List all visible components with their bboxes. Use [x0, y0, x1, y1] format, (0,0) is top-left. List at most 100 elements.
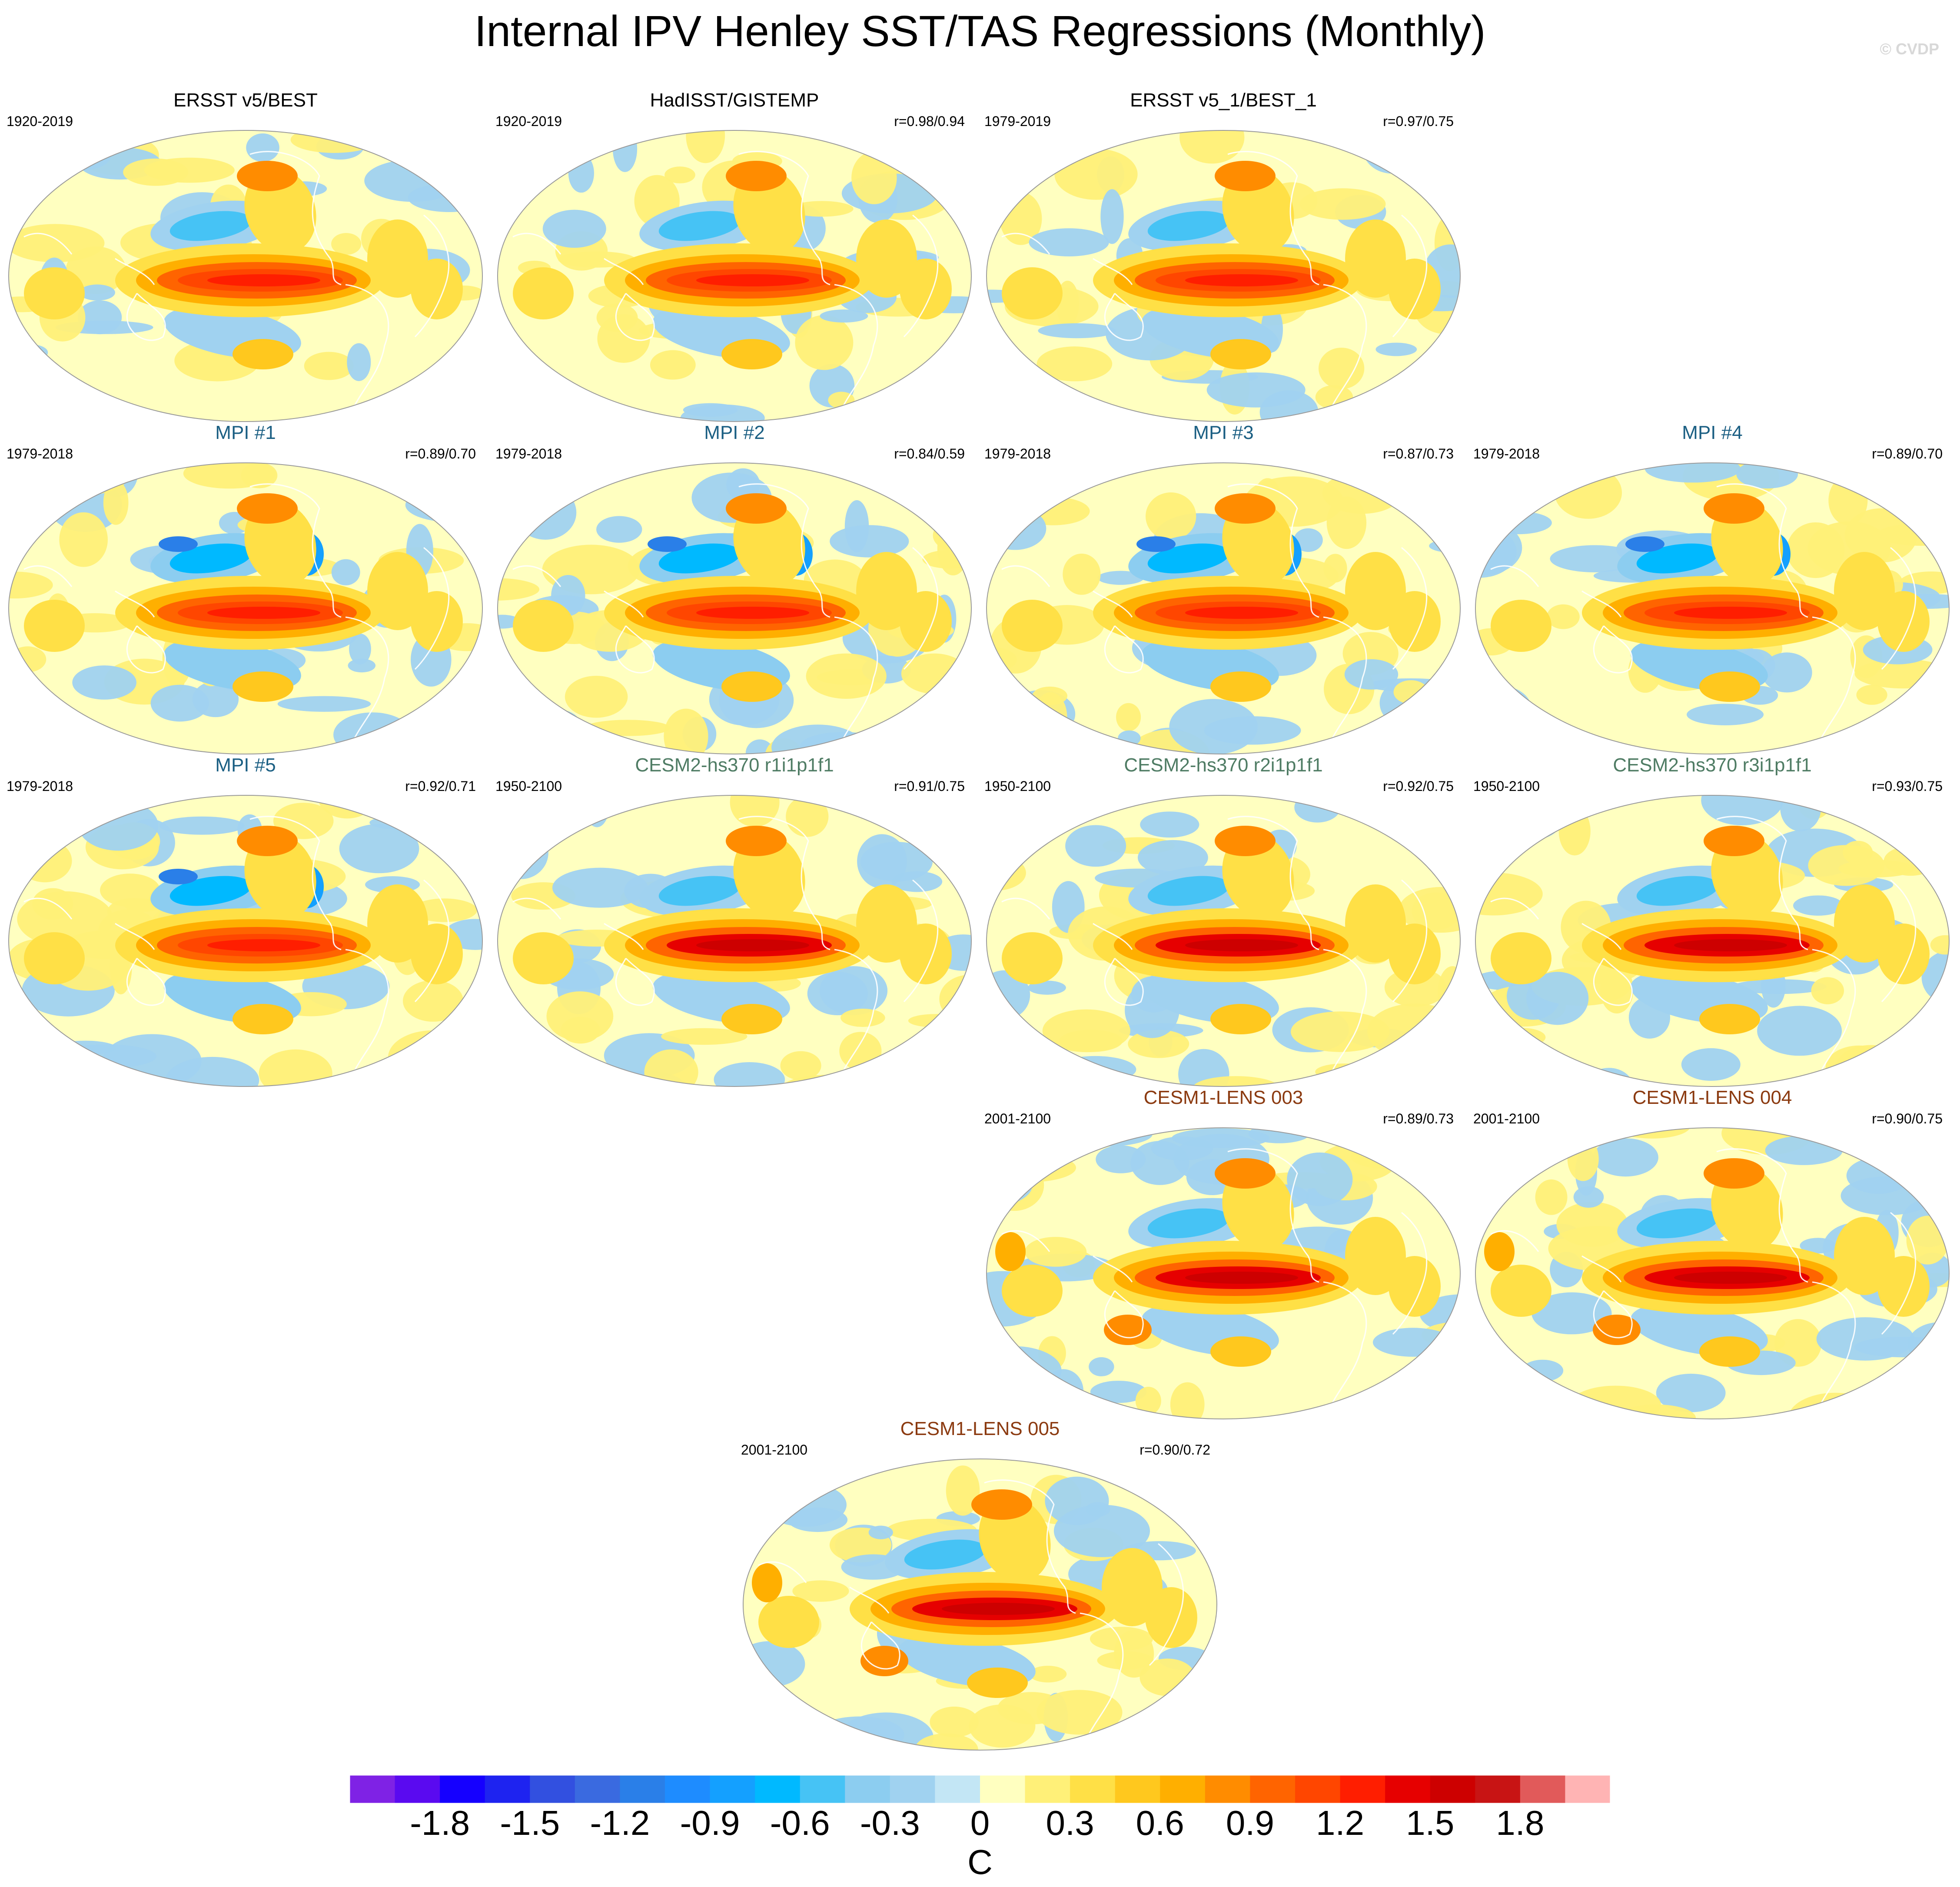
- colorbar-box: [395, 1775, 440, 1803]
- colorbar-tick-label: -1.2: [590, 1804, 650, 1842]
- colorbar-tick-label: 0: [970, 1804, 990, 1842]
- panel-title: CESM2-hs370 r2i1p1f1: [1124, 754, 1323, 776]
- colorbar-box: [1295, 1775, 1341, 1803]
- colorbar-box: [710, 1775, 755, 1803]
- panel-pattern-correlation: r=0.84/0.59: [894, 446, 965, 462]
- global-map: [986, 462, 1461, 754]
- map-panel: CESM2-hs370 r1i1p1f1 1950-2100 r=0.91/0.75: [495, 754, 973, 1087]
- map-panel: CESM2-hs370 r3i1p1f1 1950-2100 r=0.93/0.75: [1473, 754, 1951, 1087]
- panel-title: CESM2-hs370 r1i1p1f1: [635, 754, 834, 776]
- panel-title: MPI #5: [215, 754, 276, 776]
- global-map: [986, 130, 1461, 422]
- panel-title: MPI #4: [1682, 422, 1743, 443]
- colorbar-box: [1340, 1775, 1385, 1803]
- global-map: [497, 462, 972, 754]
- panel-period: 1950-2100: [1473, 778, 1540, 794]
- panel-title: MPI #2: [704, 422, 765, 443]
- colorbar: [350, 1775, 1610, 1803]
- colorbar-box: [440, 1775, 485, 1803]
- global-map: [1475, 795, 1950, 1087]
- panel-period: 2001-2100: [741, 1442, 808, 1458]
- map-panel: MPI #4 1979-2018 r=0.89/0.70: [1473, 422, 1951, 754]
- colorbar-box: [350, 1775, 395, 1803]
- colorbar-tick-label: -0.3: [860, 1804, 920, 1842]
- colorbar-box: [620, 1775, 665, 1803]
- map-panel: CESM1-LENS 004 2001-2100 r=0.90/0.75: [1473, 1086, 1951, 1419]
- colorbar-box: [1475, 1775, 1521, 1803]
- panel-title: CESM1-LENS 003: [1143, 1087, 1303, 1108]
- global-map: [497, 130, 972, 422]
- colorbar-tick-label: 1.8: [1496, 1804, 1545, 1842]
- colorbar-tick-label: 0.9: [1226, 1804, 1275, 1842]
- colorbar-box: [1520, 1775, 1565, 1803]
- global-map: [743, 1458, 1217, 1751]
- colorbar-box: [1160, 1775, 1206, 1803]
- map-panel: MPI #2 1979-2018 r=0.84/0.59: [495, 422, 973, 754]
- colorbar-box: [530, 1775, 575, 1803]
- colorbar-box: [665, 1775, 711, 1803]
- panel-title: CESM1-LENS 004: [1632, 1087, 1792, 1108]
- colorbar-box: [1205, 1775, 1250, 1803]
- colorbar-tick-label: 1.5: [1406, 1804, 1455, 1842]
- panel-title: CESM2-hs370 r3i1p1f1: [1613, 754, 1812, 776]
- panel-period: 1979-2018: [7, 446, 73, 462]
- map-panel: MPI #1 1979-2018 r=0.89/0.70: [7, 422, 485, 754]
- colorbar-box: [485, 1775, 530, 1803]
- panel-pattern-correlation: r=0.89/0.70: [1872, 446, 1943, 462]
- panel-pattern-correlation: r=0.98/0.94: [894, 113, 965, 129]
- panel-title: ERSST v5_1/BEST_1: [1130, 90, 1317, 111]
- panel-pattern-correlation: r=0.89/0.70: [405, 446, 476, 462]
- colorbar-box: [800, 1775, 845, 1803]
- panel-pattern-correlation: r=0.91/0.75: [894, 778, 965, 794]
- map-panel: CESM2-hs370 r2i1p1f1 1950-2100 r=0.92/0.75: [984, 754, 1462, 1087]
- global-map: [8, 462, 483, 754]
- panel-period: 1920-2019: [7, 113, 73, 129]
- global-map: [8, 795, 483, 1087]
- panel-pattern-correlation: r=0.87/0.73: [1383, 446, 1454, 462]
- colorbar-box: [935, 1775, 980, 1803]
- global-map: [986, 1127, 1461, 1419]
- panel-title: CESM1-LENS 005: [900, 1418, 1060, 1439]
- panel-pattern-correlation: r=0.90/0.75: [1872, 1111, 1943, 1126]
- colorbar-units-label: C: [967, 1843, 993, 1881]
- panel-title: MPI #1: [215, 422, 276, 443]
- panel-period: 1950-2100: [495, 778, 562, 794]
- cvdp-watermark: © CVDP: [1880, 40, 1939, 58]
- colorbar-box: [755, 1775, 801, 1803]
- panel-title: MPI #3: [1193, 422, 1254, 443]
- panel-pattern-correlation: r=0.90/0.72: [1139, 1442, 1210, 1458]
- colorbar-box: [1115, 1775, 1160, 1803]
- panel-title: HadISST/GISTEMP: [650, 90, 819, 111]
- colorbar-box: [1430, 1775, 1475, 1803]
- colorbar-tick-label: -1.5: [500, 1804, 560, 1842]
- colorbar-box: [1025, 1775, 1070, 1803]
- panel-period: 2001-2100: [984, 1111, 1051, 1126]
- global-map: [1475, 462, 1950, 754]
- panel-pattern-correlation: r=0.92/0.75: [1383, 778, 1454, 794]
- map-panel: CESM1-LENS 005 2001-2100 r=0.90/0.72: [741, 1418, 1219, 1751]
- panel-period: 1920-2019: [495, 113, 562, 129]
- panel-period: 1979-2019: [984, 113, 1051, 129]
- colorbar-box: [890, 1775, 935, 1803]
- figure-title: Internal IPV Henley SST/TAS Regressions …: [474, 7, 1486, 56]
- panel-period: 1979-2018: [984, 446, 1051, 462]
- map-panel: HadISST/GISTEMP 1920-2019 r=0.98/0.94: [495, 89, 973, 422]
- panel-pattern-correlation: r=0.92/0.71: [405, 778, 476, 794]
- colorbar-tick-label: 0.3: [1046, 1804, 1094, 1842]
- colorbar-box: [1250, 1775, 1296, 1803]
- global-map: [986, 795, 1461, 1087]
- panel-title: ERSST v5/BEST: [173, 90, 318, 111]
- panel-pattern-correlation: r=0.97/0.75: [1383, 113, 1454, 129]
- colorbar-tick-label: -1.8: [410, 1804, 470, 1842]
- map-panel: MPI #3 1979-2018 r=0.87/0.73: [984, 422, 1462, 754]
- map-panel: ERSST v5/BEST 1920-2019: [7, 89, 485, 422]
- map-panel: MPI #5 1979-2018 r=0.92/0.71: [7, 754, 485, 1087]
- colorbar-box: [575, 1775, 620, 1803]
- global-map: [8, 130, 483, 422]
- global-map: [1475, 1127, 1950, 1419]
- colorbar-box: [1385, 1775, 1431, 1803]
- panel-period: 1950-2100: [984, 778, 1051, 794]
- colorbar-tick-label: 1.2: [1316, 1804, 1365, 1842]
- colorbar-tick-label: -0.9: [680, 1804, 740, 1842]
- panel-pattern-correlation: r=0.89/0.73: [1383, 1111, 1454, 1126]
